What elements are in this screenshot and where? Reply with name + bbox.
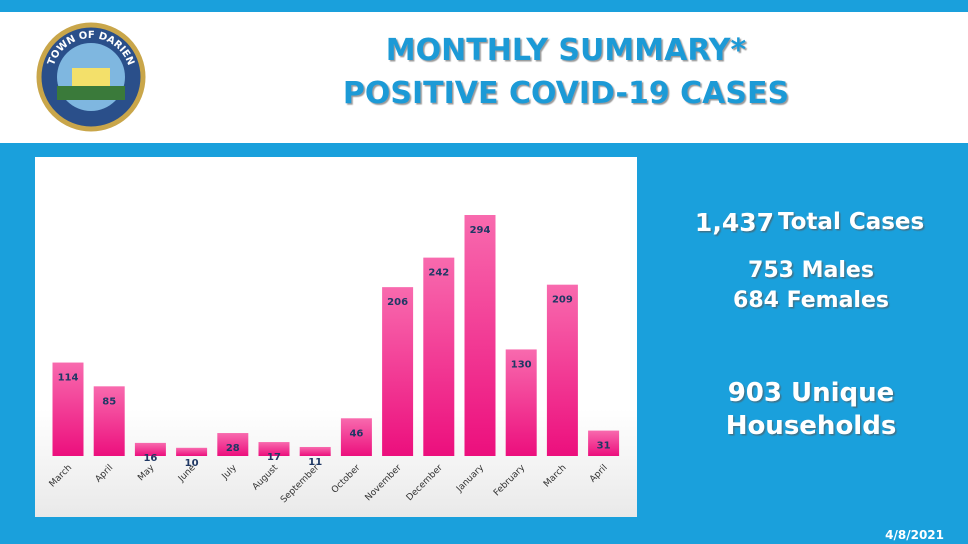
bar bbox=[464, 215, 496, 456]
value-label: 130 bbox=[511, 359, 532, 370]
value-label: 242 bbox=[428, 268, 449, 279]
value-label: 16 bbox=[143, 453, 157, 464]
bar bbox=[134, 442, 166, 456]
value-label: 11 bbox=[308, 457, 322, 468]
bar bbox=[588, 430, 620, 456]
bar bbox=[93, 386, 125, 456]
logo: TOWN OF DARIEN bbox=[36, 22, 146, 132]
total-label: Total Cases bbox=[778, 209, 924, 235]
bar bbox=[258, 442, 290, 456]
bar bbox=[340, 418, 372, 456]
date: 4/8/2021 bbox=[885, 528, 944, 542]
bar bbox=[299, 446, 331, 456]
households: Households bbox=[726, 411, 897, 441]
title-line: MONTHLY SUMMARY* bbox=[386, 33, 747, 68]
chart-area bbox=[35, 157, 637, 517]
value-label: 17 bbox=[267, 452, 281, 463]
value-label: 206 bbox=[387, 297, 408, 308]
bar bbox=[52, 362, 84, 456]
value-label: 294 bbox=[470, 225, 491, 236]
value-label: 31 bbox=[597, 441, 611, 452]
value-label: 28 bbox=[226, 443, 240, 454]
households: 903 Unique bbox=[728, 378, 895, 408]
bar bbox=[217, 433, 249, 456]
bar bbox=[423, 257, 455, 456]
bar bbox=[382, 287, 414, 456]
bar bbox=[505, 349, 537, 456]
value-label: 10 bbox=[185, 458, 199, 469]
bar bbox=[546, 284, 578, 456]
value-label: 114 bbox=[58, 373, 79, 384]
males: 753 Males bbox=[748, 258, 874, 283]
value-label: 209 bbox=[552, 295, 573, 306]
value-label: 85 bbox=[102, 396, 116, 407]
header bbox=[0, 12, 968, 143]
females: 684 Females bbox=[733, 288, 889, 313]
bar bbox=[176, 447, 208, 456]
value-label: 46 bbox=[349, 428, 363, 439]
total-value: 1,437 bbox=[695, 208, 774, 237]
title-line: POSITIVE COVID-19 CASES bbox=[343, 76, 789, 111]
